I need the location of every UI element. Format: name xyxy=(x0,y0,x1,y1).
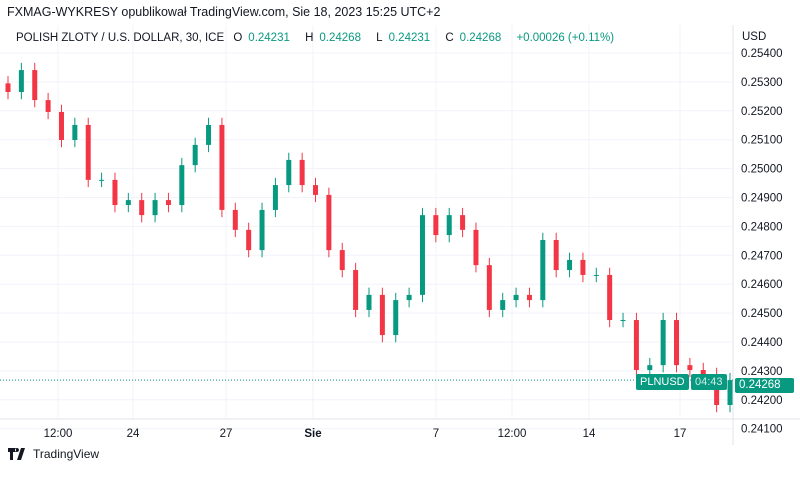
open-value: 0.24231 xyxy=(248,32,290,44)
candle-body xyxy=(393,300,399,336)
close-label: C xyxy=(445,32,454,44)
candle-body xyxy=(18,70,24,93)
candle-body xyxy=(633,320,639,371)
candle-body xyxy=(607,274,613,321)
candle-body xyxy=(379,294,385,336)
symbol-price-tag: PLNUSD xyxy=(636,374,689,390)
candle-body xyxy=(313,185,319,195)
y-tick-label: 0.25100 xyxy=(741,135,783,147)
low-label: L xyxy=(376,32,383,44)
candle-body xyxy=(700,370,706,375)
y-tick-label: 0.24800 xyxy=(741,221,783,233)
candle-body xyxy=(513,294,519,301)
candle-body xyxy=(460,215,466,230)
candle-body xyxy=(660,320,666,366)
high-label: H xyxy=(305,32,314,44)
x-tick-label: 27 xyxy=(220,428,233,440)
candle-body xyxy=(500,300,506,310)
y-tick-label: 0.24700 xyxy=(741,250,783,262)
candle-body xyxy=(179,165,185,206)
candle-body xyxy=(674,320,680,366)
candle-body xyxy=(259,209,265,251)
y-tick-label: 0.25000 xyxy=(741,164,783,176)
candle-body xyxy=(272,185,278,210)
change-value: +0.00026 (+0.11%) xyxy=(516,32,615,44)
y-tick-label: 0.24100 xyxy=(741,424,783,436)
price-chart[interactable]: 0.25400 0.25300 0.25200 0.25100 0.25000 0.249… xyxy=(0,25,800,445)
symbol-name: POLISH ZLOTY / U.S. DOLLAR, 30, ICE xyxy=(16,32,225,44)
candle-body xyxy=(125,200,131,206)
y-tick-label: 0.24400 xyxy=(741,337,783,349)
candle-body xyxy=(419,215,425,295)
y-tick-label: 0.24900 xyxy=(741,193,783,205)
candle-body xyxy=(339,250,345,271)
candle-body xyxy=(553,239,559,271)
candle-body xyxy=(219,124,225,210)
candle-body xyxy=(446,215,452,236)
publish-info: FXMAG-WYKRESY opublikował TradingView.co… xyxy=(7,5,441,19)
candle-body xyxy=(433,215,439,236)
candle-body xyxy=(526,294,532,301)
candle-body xyxy=(5,83,11,93)
x-tick-label: Sie xyxy=(304,428,321,440)
x-tick-label: 12:00 xyxy=(498,428,527,440)
current-price: 0.24268 xyxy=(739,379,781,391)
y-tick-label: 0.25300 xyxy=(741,77,783,89)
candle-body xyxy=(286,159,292,186)
candle-body xyxy=(165,200,171,206)
candle-body xyxy=(647,365,653,371)
candle-body xyxy=(366,294,372,310)
candle-body xyxy=(45,100,51,112)
y-tick-label: 0.25400 xyxy=(741,48,783,60)
y-tick-label: 0.25200 xyxy=(741,106,783,118)
close-value: 0.24268 xyxy=(459,32,502,44)
candle-body xyxy=(139,200,145,216)
candle-body xyxy=(32,70,38,101)
candle-body xyxy=(192,144,198,166)
x-tick-label: 12:00 xyxy=(44,428,73,440)
candle-body xyxy=(540,239,546,301)
open-label: O xyxy=(233,32,243,44)
candle-body xyxy=(353,270,359,310)
currency-label: USD xyxy=(742,31,767,43)
candle-body xyxy=(232,209,238,230)
candle-body xyxy=(246,229,252,251)
candle-body xyxy=(567,259,573,271)
candle-body xyxy=(687,365,693,371)
candle-body xyxy=(58,111,64,140)
x-tick-label: 17 xyxy=(674,428,687,440)
candle-body xyxy=(99,179,105,181)
high-value: 0.24268 xyxy=(319,32,361,44)
x-tick-label: 24 xyxy=(127,428,140,440)
y-tick-label: 0.24300 xyxy=(741,366,783,378)
symbol-legend: POLISH ZLOTY / U.S. DOLLAR, 30, ICE O 0.2… xyxy=(16,32,620,44)
candle-body xyxy=(580,259,586,275)
candle-body xyxy=(85,124,91,180)
current-price-label: 0.24268 xyxy=(735,378,794,393)
brand-name: TradingView xyxy=(33,447,100,461)
y-tick-label: 0.24200 xyxy=(741,395,783,407)
candle-body xyxy=(593,274,599,276)
candle-body xyxy=(152,200,158,216)
candle-body xyxy=(206,124,212,145)
y-tick-label: 0.24600 xyxy=(741,279,783,291)
x-tick-label: 14 xyxy=(583,428,596,440)
x-tick-label: 7 xyxy=(433,428,439,440)
candle-body xyxy=(473,229,479,266)
candle-body xyxy=(406,294,412,301)
low-value: 0.24231 xyxy=(388,32,431,44)
y-tick-label: 0.24500 xyxy=(741,308,783,320)
candle-body xyxy=(326,194,332,251)
bar-countdown: 04:43 xyxy=(691,374,727,390)
candle-body xyxy=(72,124,78,140)
candle-body xyxy=(727,380,733,406)
tradingview-logo-icon xyxy=(8,448,25,460)
candle-body xyxy=(620,320,626,322)
candle-body xyxy=(486,265,492,310)
tradingview-logo[interactable]: TradingView xyxy=(8,447,99,461)
candle-body xyxy=(299,159,305,186)
candle-body xyxy=(112,179,118,206)
